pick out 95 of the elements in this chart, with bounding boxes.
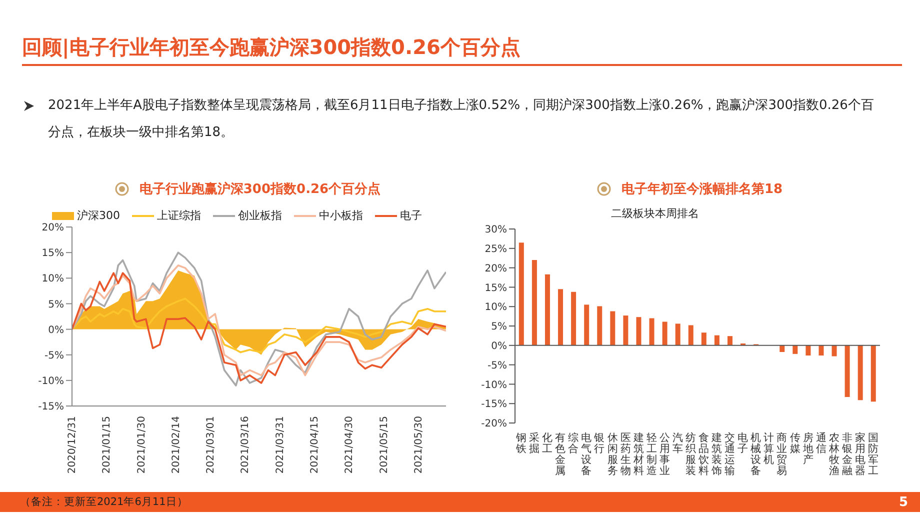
bar	[858, 345, 863, 400]
x-tick-label: 2021/04/15	[310, 416, 321, 474]
bar	[584, 304, 590, 346]
bar	[832, 345, 837, 356]
y-tick-label: 15%	[484, 282, 507, 294]
y-tick-label: 10%	[484, 302, 507, 314]
x-tick-label: 2021/04/30	[344, 416, 356, 474]
chart-title: 电子行业跑赢沪深300指数0.26个百分点	[139, 180, 381, 198]
x-tick-label: 公用事业	[659, 432, 670, 477]
y-tick-label: -10%	[38, 376, 64, 387]
bar	[649, 318, 654, 346]
text: 5	[898, 494, 908, 510]
y-tick-label: 20%	[484, 263, 507, 274]
bar	[532, 260, 537, 346]
bar	[636, 317, 642, 346]
y-tick-label: -5%	[488, 360, 507, 372]
x-tick-label: 综合	[568, 431, 580, 455]
x-tick-label: 建筑装饰	[710, 431, 723, 477]
x-tick-label: 2021/05/30	[413, 416, 424, 474]
x-tick-label: 商业贸易	[776, 431, 788, 477]
y-tick-label: 15%	[42, 248, 64, 260]
bar	[623, 316, 628, 346]
bar	[818, 345, 824, 356]
bar	[792, 345, 798, 354]
x-tick-label: 2021/01/15	[102, 416, 113, 474]
x-tick-label: 房地产	[802, 431, 814, 466]
bar	[870, 345, 876, 402]
x-tick-label: 计算机	[764, 431, 775, 466]
y-tick-label: 0%	[491, 340, 507, 352]
bar	[806, 345, 811, 356]
x-tick-label: 采掘	[529, 431, 540, 455]
y-tick-label: -20%	[481, 418, 507, 430]
y-tick-label: 30%	[484, 224, 507, 236]
text: 2021年上半年A股电子指数整体呈现震荡格局，截至6月11日电子指数上涨0.52%，同期沪深300指数上涨0.26%，跑赢沪深300指数0.26个百分点，在板块一级中排名第18。	[48, 97, 875, 142]
x-tick-label: 2021/05/15	[378, 416, 390, 474]
x-tick-label: 建筑材料	[632, 431, 644, 477]
x-tick-label: 食品饮料	[698, 432, 710, 477]
y-tick-label: 10%	[42, 274, 64, 285]
legend-label: 电子	[399, 208, 422, 223]
y-tick-label: -5%	[44, 350, 64, 362]
x-tick-label: 非银金融	[840, 431, 853, 477]
bar	[610, 311, 616, 346]
text: 回顾|电子行业年初至今跑赢沪深300指数0.26个百分点	[22, 34, 520, 61]
bar	[714, 335, 720, 346]
bar	[675, 324, 680, 346]
y-tick-label: 5%	[48, 299, 64, 310]
x-tick-label: 国防军工	[868, 432, 879, 477]
x-tick-label: 交通运输	[724, 431, 736, 477]
x-tick-label: 银行	[593, 432, 606, 455]
x-tick-label: 休闲服务	[607, 432, 618, 477]
legend-label: 上证综指	[156, 208, 201, 223]
bar	[558, 289, 564, 346]
x-tick-label: 电子	[738, 431, 749, 455]
x-tick-label: 2021/03/01	[206, 416, 217, 474]
x-tick-label: 钢铁	[515, 432, 528, 455]
x-tick-label: 纺织服装	[685, 431, 696, 477]
chart-title: 电子年初至今涨幅排名第18	[621, 180, 783, 198]
bar	[571, 292, 576, 346]
y-tick-label: -15%	[481, 399, 507, 410]
x-tick-label: 轻工制造	[646, 432, 658, 477]
x-tick-label: 通信	[816, 431, 827, 455]
bar	[780, 345, 785, 352]
chart-subtitle: 二级板块本周排名	[611, 207, 699, 220]
x-tick-label: 传媒	[790, 432, 801, 455]
x-tick-label: 2021/03/16	[240, 416, 252, 474]
legend-label: 中小板指	[318, 208, 363, 223]
bar	[518, 242, 524, 346]
bar	[688, 325, 694, 346]
x-tick-label: 化工	[542, 432, 554, 455]
x-tick-label: 2021/02/14	[170, 416, 182, 474]
y-tick-label: -15%	[38, 402, 64, 413]
x-tick-label: 有色金属	[555, 432, 566, 477]
y-tick-label: 5%	[491, 322, 507, 333]
bar	[701, 332, 706, 346]
bar	[727, 336, 732, 346]
x-tick-label: 2020/12/31	[67, 416, 78, 474]
bar	[844, 345, 850, 398]
y-tick-label: 0%	[48, 324, 64, 336]
x-tick-label: 汽车	[672, 432, 684, 455]
y-tick-label: 20%	[42, 222, 64, 234]
bar	[662, 322, 668, 346]
legend-label: 创业板指	[237, 208, 282, 223]
bar	[597, 306, 602, 346]
x-tick-label: 农林牧渔	[828, 432, 840, 477]
x-tick-label: 医药生物	[620, 432, 632, 477]
y-tick-label: 25%	[484, 244, 507, 255]
x-tick-label: 机械设备	[750, 432, 762, 477]
x-tick-label: 电气设备	[581, 431, 592, 477]
text: （备注：更新至2021年6月11日）	[20, 495, 188, 509]
x-tick-label: 2021/03/31	[274, 416, 286, 474]
y-tick-label: -10%	[481, 380, 507, 391]
bar	[544, 274, 550, 346]
legend-label: 沪深300	[76, 208, 120, 223]
x-tick-label: 家用电器	[854, 431, 866, 477]
x-tick-label: 2021/01/30	[136, 416, 148, 474]
